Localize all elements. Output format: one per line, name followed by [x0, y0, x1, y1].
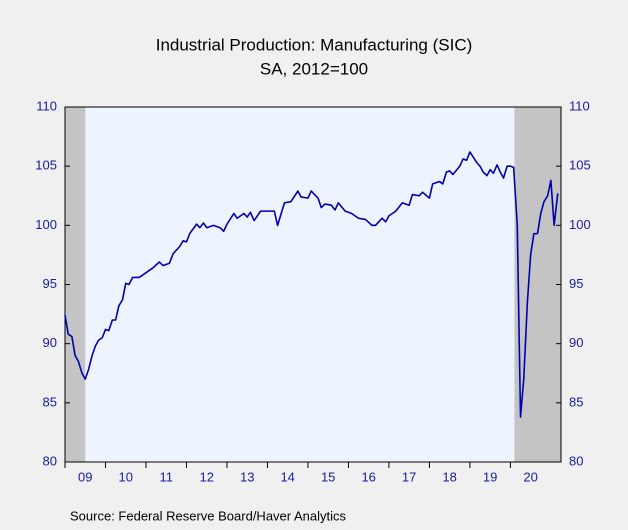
source-note: Source: Federal Reserve Board/Haver Anal… — [70, 508, 347, 523]
x-tick-label: 17 — [402, 469, 416, 484]
y-tick-label: 105 — [35, 158, 57, 173]
y-tick-label: 100 — [35, 217, 57, 232]
x-tick-label: 14 — [280, 469, 294, 484]
y2-tick-label: 90 — [569, 335, 583, 350]
y2-tick-label: 100 — [569, 217, 591, 232]
y2-tick-label: 105 — [569, 158, 591, 173]
y-tick-label: 95 — [43, 276, 57, 291]
x-tick-label: 16 — [361, 469, 375, 484]
x-tick-label: 11 — [159, 469, 173, 484]
y2-tick-label: 110 — [569, 98, 590, 113]
plot-area — [65, 107, 561, 462]
data-line — [64, 151, 559, 418]
x-tick-label: 09 — [78, 469, 92, 484]
x-tick-label: 13 — [240, 469, 254, 484]
y-tick-label: 85 — [43, 394, 57, 409]
recession-shade — [65, 107, 86, 462]
chart-subtitle: SA, 2012=100 — [260, 59, 368, 78]
x-tick-label: 15 — [321, 469, 335, 484]
y2-tick-label: 85 — [569, 394, 583, 409]
x-tick-label: 12 — [199, 469, 213, 484]
y-tick-label: 90 — [43, 335, 57, 350]
chart-title: Industrial Production: Manufacturing (SI… — [156, 35, 473, 54]
x-tick-label: 18 — [442, 469, 456, 484]
x-tick-label: 19 — [483, 469, 497, 484]
x-tick-label: 10 — [119, 469, 133, 484]
y2-tick-label: 95 — [569, 276, 583, 291]
y2-tick-label: 80 — [569, 453, 583, 468]
y-tick-label: 110 — [36, 98, 57, 113]
x-tick-label: 20 — [523, 469, 537, 484]
y-tick-label: 80 — [43, 453, 57, 468]
